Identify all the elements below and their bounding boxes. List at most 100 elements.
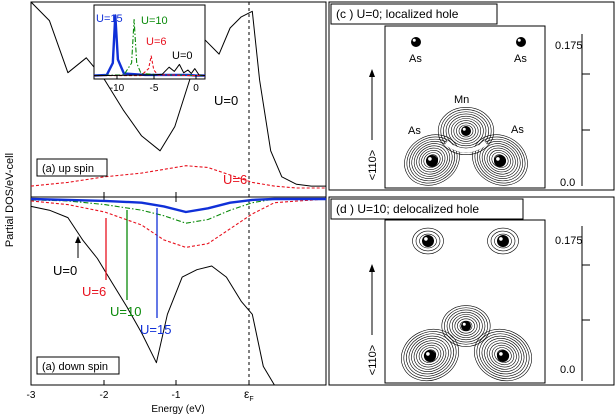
down-spin-label: (a) down spin	[42, 361, 108, 373]
panel-c-orientation-arrow	[369, 69, 375, 140]
atom-as-bottom-left	[424, 350, 436, 362]
panel-d-title-box	[330, 198, 524, 220]
as-bottom-right-contour	[476, 331, 530, 379]
mn-center-contour	[457, 318, 475, 334]
as-top-right-contour	[487, 227, 519, 255]
down-spin-label-box	[36, 356, 120, 375]
atom-label-as-top-left: As	[409, 53, 422, 65]
x-tick-label-m3: -3	[27, 390, 36, 401]
as-bottom-right-contour	[484, 338, 522, 372]
inset-curves	[93, 14, 206, 77]
as-bottom-left-contour	[421, 347, 439, 363]
atom-mn	[461, 126, 471, 136]
panel-c-atoms	[411, 37, 526, 167]
as-bottom-left-contour	[416, 342, 444, 368]
up-spin-curve-u6	[30, 165, 326, 189]
as-bottom-left-contour	[401, 328, 459, 382]
atom-as-bottom-right	[494, 155, 506, 167]
atom-as-top-right-highlight	[517, 38, 521, 42]
down-u6-label: U=6	[82, 284, 106, 299]
mn-crescent	[444, 141, 488, 153]
atom-as-bottom-left	[426, 155, 438, 167]
atom-as-bottom-right-highlight	[499, 352, 503, 356]
as-top-right-contour	[490, 230, 516, 252]
as-bottom-right-contour	[494, 347, 512, 363]
as-bottom-right-contour	[481, 335, 525, 375]
as-bottom-left-contour	[413, 340, 447, 370]
inset-plot: -10 -5 0 U=15 U=10 U=6 U=0	[93, 4, 206, 94]
dos-x-axis-label: Energy (eV)	[151, 404, 204, 415]
x-tick-label-m2: -2	[100, 390, 109, 401]
mn-center-contour	[458, 124, 474, 138]
as-bottom-left-contour	[404, 134, 460, 186]
inset-u15-label: U=15	[96, 13, 123, 25]
atom-as-top-left-highlight	[424, 237, 428, 241]
down-spin-curve-u15	[30, 197, 326, 214]
mn-center-contour	[441, 305, 491, 347]
as-bottom-right-contour	[479, 141, 521, 179]
down-spin-curve-u10	[30, 198, 326, 224]
as-bottom-left-contour	[411, 141, 453, 179]
as-bottom-right-contour	[484, 145, 516, 175]
as-bottom-right-contour	[486, 147, 514, 173]
up-u0-label: U=0	[214, 93, 238, 108]
down-label-arrows	[75, 208, 158, 318]
down-u0-label: U=0	[53, 263, 77, 278]
atom-as-top-left-highlight	[412, 38, 416, 42]
charge-density-panel-c: (c ) U=0; localized hole <110> 0.175 0.0…	[328, 1, 615, 191]
as-bottom-left-contour	[418, 344, 442, 366]
up-u6-label: U=6	[223, 172, 247, 187]
as-bottom-right-contour	[491, 152, 509, 168]
panel-d-axis-label: <110>	[367, 345, 379, 375]
mn-center-contour	[445, 113, 487, 149]
down-spin-frame	[30, 196, 327, 386]
inset-tick-m5: -5	[150, 83, 159, 94]
mn-center-contour	[449, 311, 483, 341]
down-spin-curve-u0	[30, 205, 326, 386]
atom-as-bottom-left-highlight	[428, 157, 432, 161]
atom-as-top-right	[516, 37, 526, 47]
as-bottom-right-contour	[481, 143, 519, 177]
panel-d-scale-top: 0.175	[555, 235, 583, 247]
panel-c-scale-bottom: 0.0	[560, 177, 575, 189]
as-bottom-right-contour	[489, 149, 511, 171]
atom-mn-highlight	[462, 127, 466, 131]
x-ticks	[30, 192, 250, 385]
mn-center-contour	[450, 118, 482, 144]
arrow-u0-head	[75, 236, 81, 243]
as-bottom-left-contour	[413, 143, 451, 177]
inset-u6-label: U=6	[146, 36, 167, 48]
up-spin-label-box	[36, 158, 108, 177]
panel-d-colorscale	[581, 226, 590, 381]
up-spin-label: (a) up spin	[42, 163, 94, 175]
as-top-left-contour	[419, 233, 437, 249]
fermi-epsilon: ε	[244, 387, 250, 401]
atom-label-as-top-right: As	[514, 53, 527, 65]
atom-as-bottom-left-highlight	[426, 352, 430, 356]
atom-as-top-right-highlight	[499, 237, 503, 241]
inset-tick-0: 0	[193, 83, 199, 94]
atom-label-mn: Mn	[454, 94, 469, 106]
down-spin-curve-u6	[30, 198, 327, 248]
as-bottom-left-contour	[418, 147, 446, 173]
as-bottom-right-contour	[486, 340, 520, 370]
as-bottom-left-contour	[411, 338, 449, 372]
inset-tick-m10: -10	[110, 83, 125, 94]
panel-d-scale-bottom: 0.0	[560, 364, 575, 376]
atom-as-bottom-right-highlight	[496, 157, 500, 161]
fermi-tick-label: εF	[244, 387, 254, 403]
mn-center-contour	[456, 122, 476, 140]
inset-curve-u0	[93, 63, 206, 77]
atom-as-bottom-right	[497, 350, 509, 362]
left-dos-panel: Partial DOS/eV-cell -3 -2 -1 εF Energy (…	[4, 1, 327, 415]
panel-c-scale-top: 0.175	[555, 40, 583, 52]
inset-frame	[93, 4, 206, 80]
inset-u10-label: U=10	[141, 15, 168, 27]
as-top-left-contour	[415, 230, 441, 252]
down-u10-label: U=10	[110, 304, 141, 319]
mn-center-contour	[453, 120, 479, 142]
panel-d-title: (d ) U=10; delocalized hole	[336, 202, 479, 216]
panel-d-frame	[328, 196, 615, 386]
as-bottom-right-contour	[489, 342, 517, 368]
